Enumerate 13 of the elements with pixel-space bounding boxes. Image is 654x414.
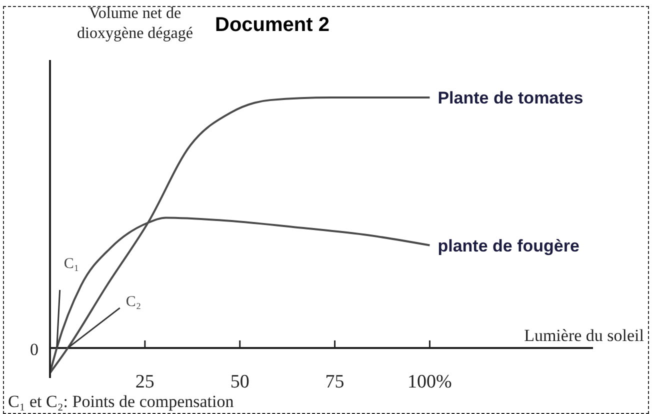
text: 0 [30, 340, 38, 360]
text: C₁ et C₂: Points de compensation [8, 392, 234, 412]
chart-title: Document 2 [215, 14, 330, 37]
annotation: C₁ [64, 256, 80, 272]
series-label: Plante de tomates [438, 88, 584, 108]
annotation: C₂ [126, 294, 142, 310]
y-axis-title: Volume net de dioxygène dégagé [76, 4, 194, 44]
x-tick-label: 100% [408, 371, 452, 392]
x-tick-label: 50 [230, 371, 250, 392]
series-label: plante de fougère [438, 236, 580, 256]
x-axis-title: Lumière du soleil [524, 326, 644, 346]
x-tick-label: 25 [135, 371, 154, 392]
x-tick-label: 75 [325, 371, 344, 392]
